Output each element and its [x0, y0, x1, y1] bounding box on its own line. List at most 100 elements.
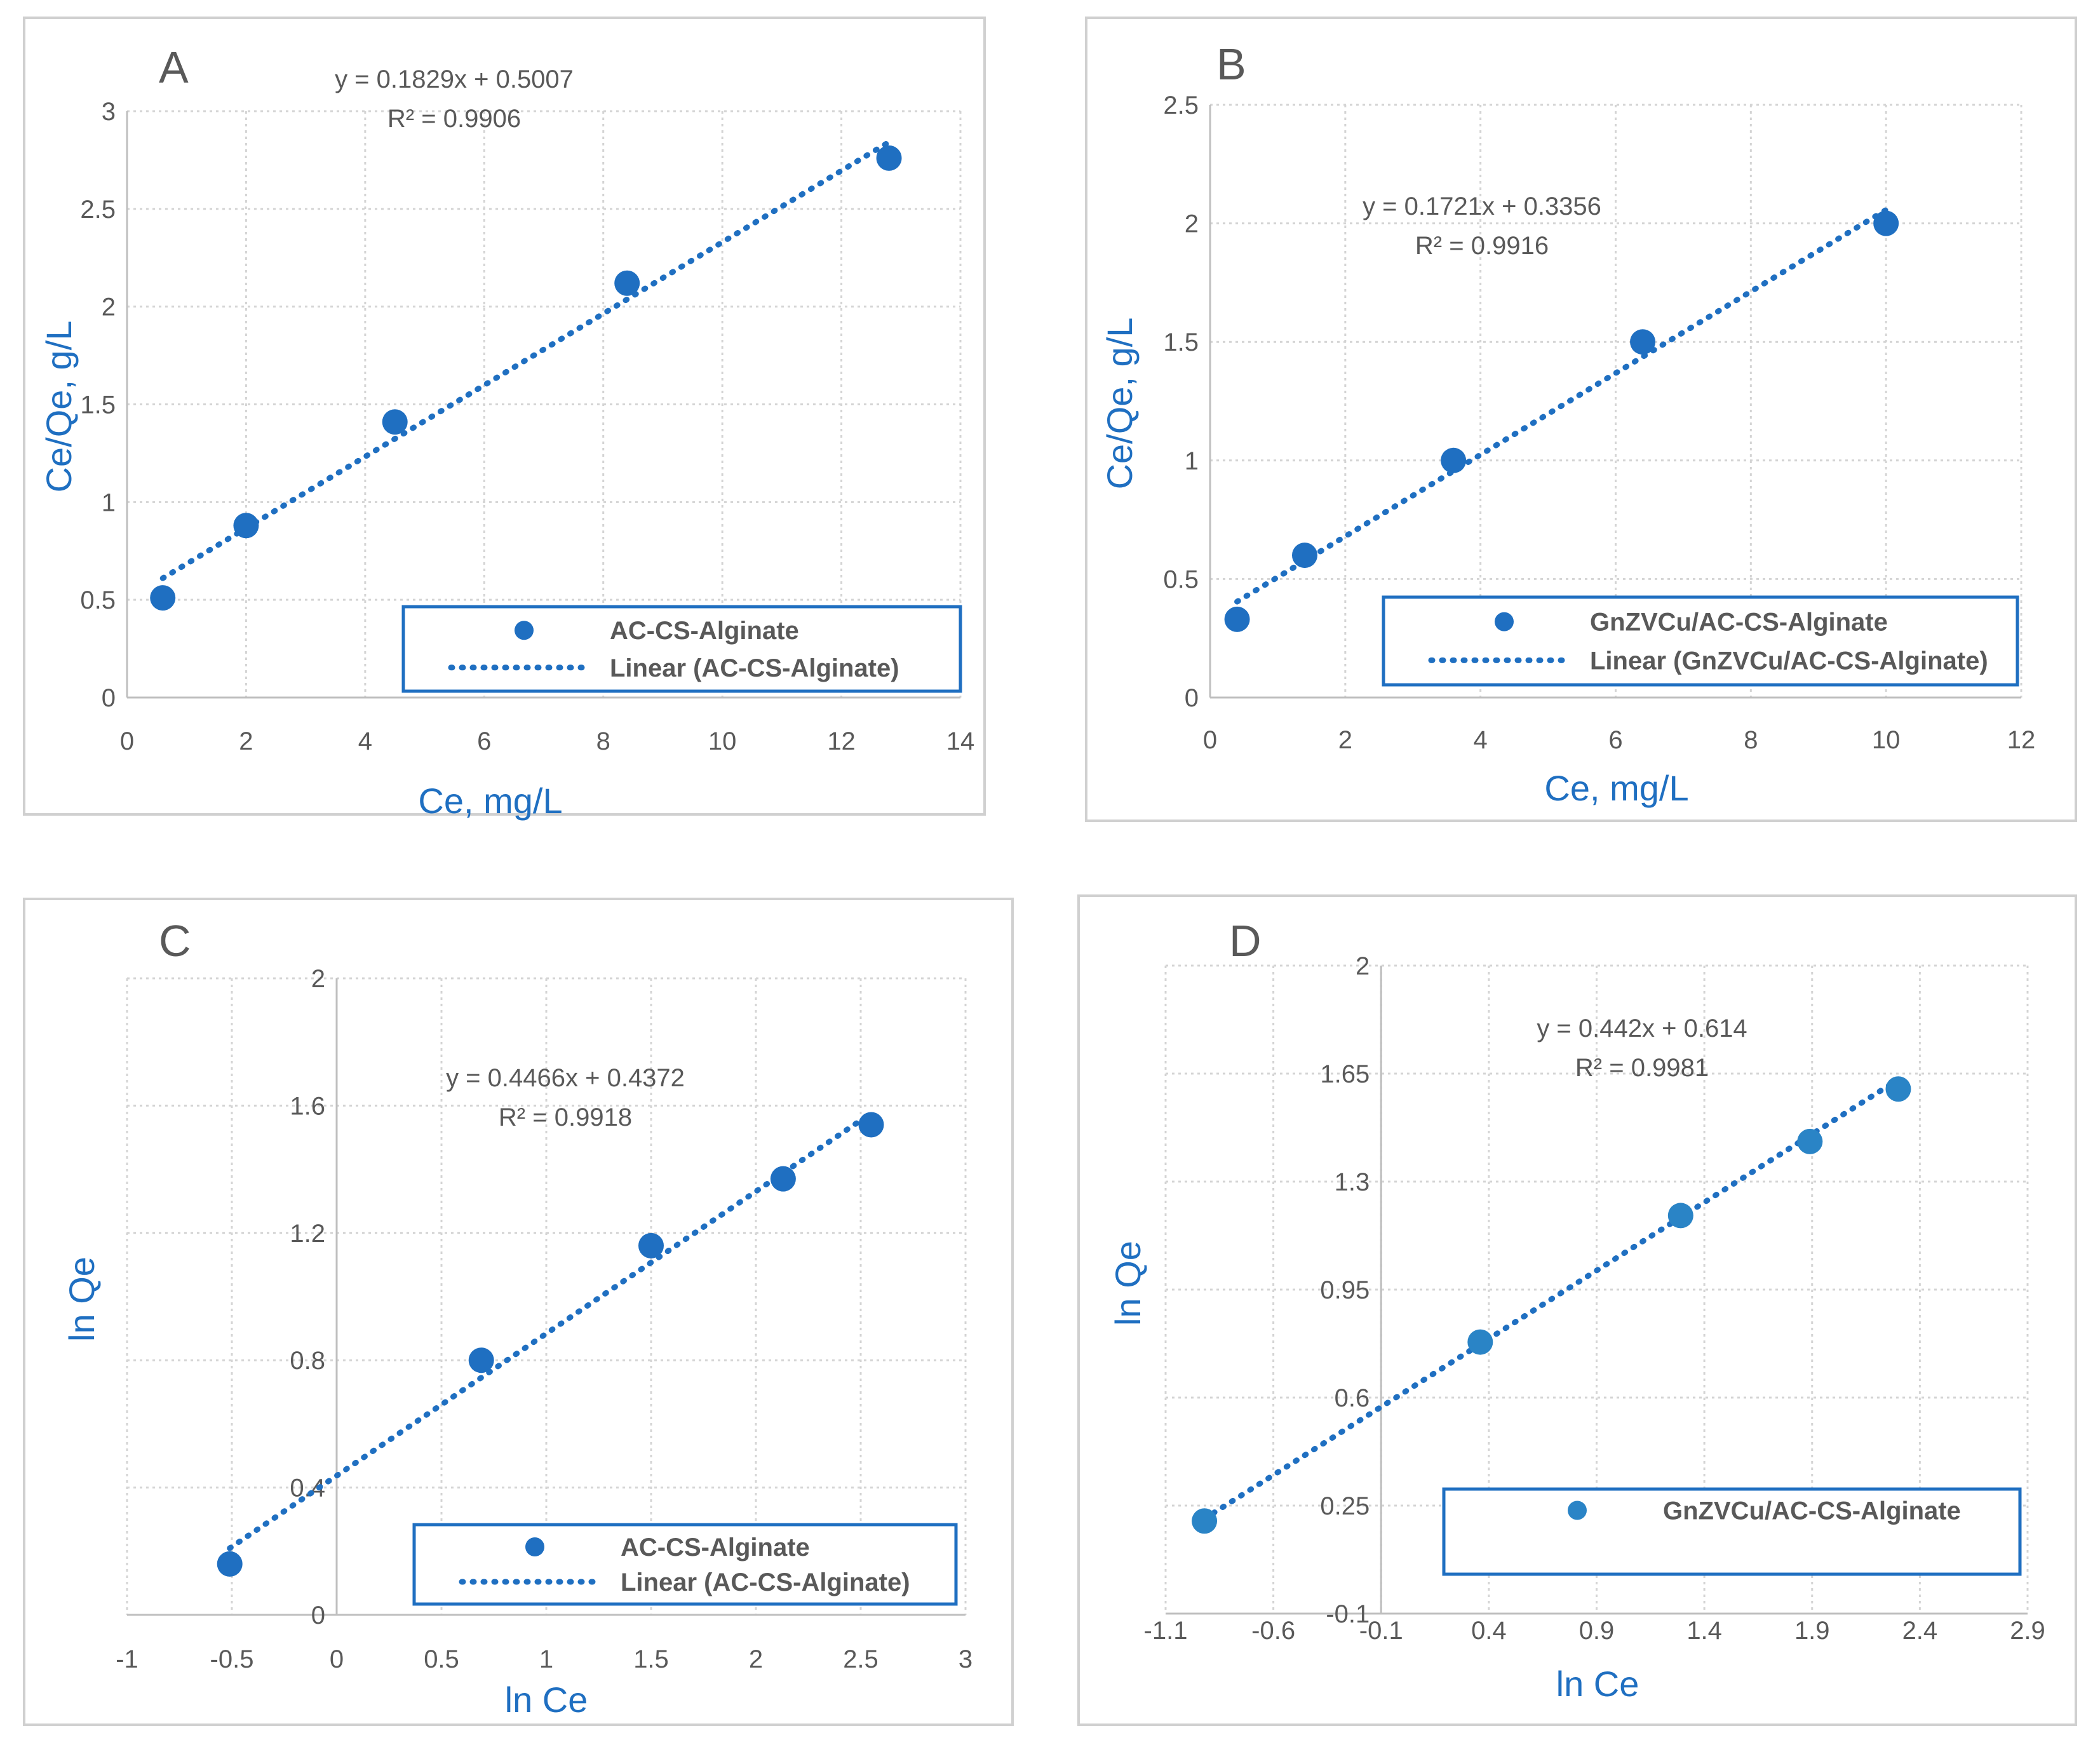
panel-a-y-axis-title: Ce/Qe, g/L: [39, 321, 79, 493]
panel-d-letter: D: [1229, 916, 1262, 966]
data-point: [1630, 329, 1656, 355]
panel-b-legend: GnZVCu/AC-CS-Alginate Linear (GnZVCu/AC-C…: [1382, 595, 2019, 687]
x-tick-label: 4: [358, 727, 372, 755]
x-tick-label: 8: [596, 727, 610, 755]
panel-d-x-axis-title: ln Ce: [1556, 1664, 1639, 1704]
data-point: [770, 1166, 796, 1192]
legend-label: Linear (GnZVCu/AC-CS-Alginate): [1590, 647, 1988, 675]
panel-a-trendline: [159, 139, 892, 581]
panel-a-letter: A: [159, 43, 189, 92]
panel-a-x-axis-title: Ce, mg/L: [418, 781, 562, 821]
y-tick-label: 1.5: [80, 391, 116, 419]
x-tick-label: -0.1: [1359, 1617, 1403, 1645]
data-point: [858, 1112, 884, 1138]
x-tick-label: 0: [330, 1645, 344, 1673]
data-point: [382, 409, 408, 435]
data-point: [1192, 1508, 1218, 1534]
x-tick-label: 2.5: [843, 1645, 878, 1673]
y-tick-label: 0: [102, 684, 116, 712]
panel-d-frame: [1077, 894, 2077, 1726]
x-tick-label: 10: [1872, 726, 1901, 754]
x-tick-label: 2: [749, 1645, 763, 1673]
data-point: [876, 145, 902, 171]
panel-d-equation: y = 0.442x + 0.614: [1537, 1015, 1747, 1042]
x-tick-label: 2: [239, 727, 253, 755]
panel-a-legend: AC-CS-Alginate Linear (AC-CS-Alginate): [401, 605, 962, 693]
legend-marker: [525, 1537, 544, 1556]
data-point: [638, 1232, 664, 1258]
panel-b-x-axis-title: Ce, mg/L: [1544, 768, 1688, 808]
panel-d-trendline: [1201, 1076, 1901, 1522]
x-tick-label: 1.9: [1794, 1617, 1830, 1645]
x-tick-label: -0.5: [210, 1645, 254, 1673]
panel-d-legend: GnZVCu/AC-CS-Alginate: [1442, 1487, 2022, 1576]
y-tick-label: 0: [311, 1602, 325, 1629]
data-point: [468, 1347, 494, 1373]
x-tick-label: 0: [120, 727, 134, 755]
y-tick-label: 2: [311, 965, 325, 993]
y-tick-label: 0.95: [1320, 1276, 1370, 1304]
x-tick-label: -1.1: [1144, 1617, 1188, 1645]
y-tick-label: 1.2: [290, 1220, 325, 1248]
panel-b-trendline: [1234, 206, 1889, 605]
panel-d: -1.1 -0.6 -0.1 0.4 0.9 1.4 1.9 2.4 2.9 -0.1 0.25 0.…: [1077, 894, 2077, 1726]
y-tick-label: 1.65: [1320, 1060, 1370, 1088]
y-tick-label: 3: [102, 98, 116, 126]
panel-d-y-axis-title: ln Qe: [1108, 1241, 1148, 1326]
y-tick-label: 0.6: [1335, 1384, 1370, 1412]
y-tick-label: 0.25: [1320, 1492, 1370, 1520]
panel-a-equation: y = 0.1829x + 0.5007: [335, 65, 574, 93]
panel-c-y-axis-title: ln Qe: [62, 1257, 102, 1342]
panel-c-x-axis-title: ln Ce: [505, 1680, 588, 1720]
x-tick-label: 12: [2007, 726, 2036, 754]
x-tick-label: 1: [539, 1645, 553, 1673]
data-point: [614, 270, 640, 296]
legend-box: [1382, 595, 2019, 687]
x-tick-label: 0.4: [1471, 1617, 1507, 1645]
x-tick-label: -0.6: [1251, 1617, 1295, 1645]
data-point: [217, 1551, 243, 1577]
data-point: [1224, 606, 1250, 632]
data-point: [1873, 210, 1899, 236]
y-tick-label: 0.8: [290, 1347, 325, 1375]
x-tick-label: 0.5: [424, 1645, 459, 1673]
legend-label: GnZVCu/AC-CS-Alginate: [1590, 609, 1888, 637]
y-tick-label: 1.6: [290, 1092, 325, 1120]
x-tick-label: 6: [477, 727, 491, 755]
x-tick-label: 4: [1474, 726, 1488, 754]
y-tick-label: 0: [1185, 684, 1199, 712]
x-tick-label: 6: [1608, 726, 1622, 754]
y-tick-label: 2.5: [1163, 91, 1199, 119]
x-tick-label: 2: [1338, 726, 1352, 754]
x-tick-label: 12: [827, 727, 856, 755]
data-point: [1467, 1329, 1493, 1355]
legend-marker: [1495, 612, 1514, 631]
y-tick-label: 2: [1356, 952, 1370, 980]
x-tick-label: -1: [116, 1645, 138, 1673]
data-point: [1441, 447, 1467, 473]
legend-label: AC-CS-Alginate: [610, 617, 799, 645]
panel-b-letter: B: [1216, 39, 1246, 89]
y-tick-label: 1: [102, 489, 116, 516]
legend-box: [412, 1523, 958, 1606]
data-point: [150, 585, 176, 611]
legend-label: Linear (AC-CS-Alginate): [621, 1568, 910, 1596]
panel-b: 0 2 4 6 8 10 12 0 0.5 1 1.5 2 2.5 B Ce, mg/L Ce/Qe, g/L…: [1085, 17, 2077, 822]
panel-b-y-axis-title: Ce/Qe, g/L: [1100, 318, 1140, 490]
panel-c-r-squared: R² = 0.9918: [499, 1103, 632, 1131]
x-tick-label: 10: [708, 727, 737, 755]
legend-marker: [515, 621, 534, 640]
panel-c-equation: y = 0.4466x + 0.4372: [446, 1064, 685, 1092]
x-tick-label: 14: [946, 727, 975, 755]
data-point: [1667, 1203, 1693, 1229]
y-tick-label: 1: [1185, 447, 1199, 475]
legend-label: Linear (AC-CS-Alginate): [610, 654, 899, 682]
panel-c-legend: AC-CS-Alginate Linear (AC-CS-Alginate): [412, 1523, 958, 1606]
legend-box: [401, 605, 962, 693]
x-tick-label: 2.4: [1902, 1617, 1938, 1645]
panel-b-r-squared: R² = 0.9916: [1415, 232, 1549, 260]
x-tick-label: 3: [959, 1645, 973, 1673]
x-tick-label: 2.9: [2010, 1617, 2045, 1645]
panel-a: 0 2 4 6 8 10 12 14 0 0.5 1 1.5 2 2.5 3 A Ce, mg/L Ce/Qe, …: [23, 17, 986, 821]
